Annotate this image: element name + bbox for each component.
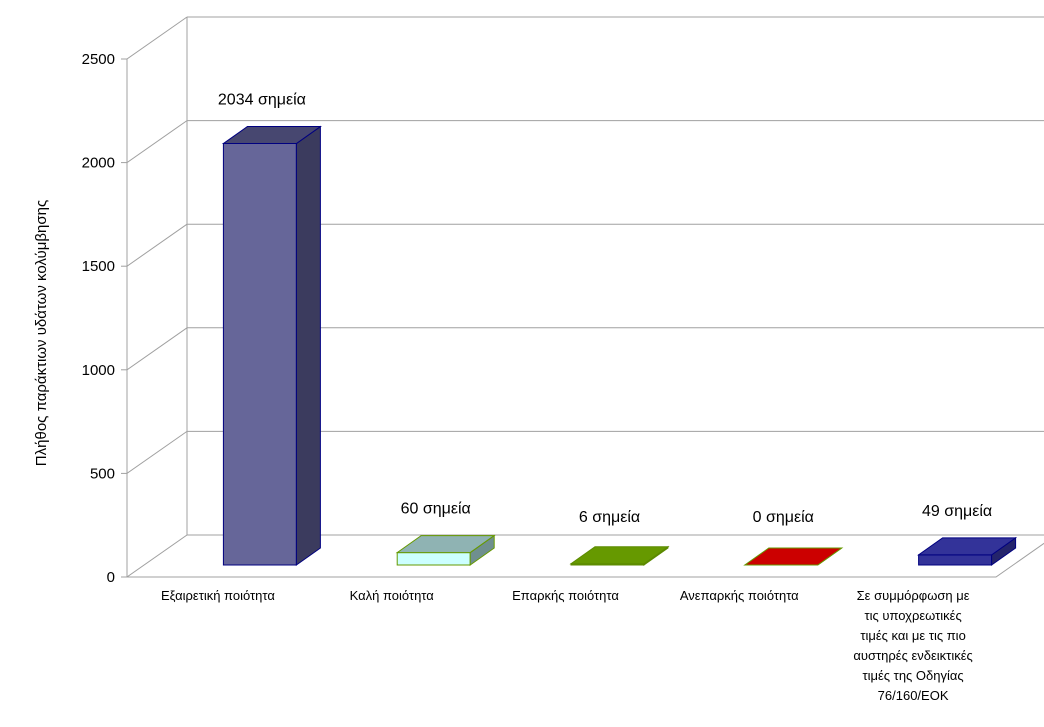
x-tick-label: 76/160/ΕΟΚ	[878, 688, 949, 703]
x-tick-label: Σε συμμόρφωση με	[857, 588, 970, 603]
bar-top	[569, 546, 670, 565]
bar-front	[396, 552, 471, 566]
bar	[743, 547, 844, 566]
x-tick-label: Εξαιρετική ποιότητα	[161, 588, 275, 603]
y-tick-label: 1000	[82, 362, 115, 379]
x-tick-label: τις υποχρεωτικές	[864, 608, 961, 623]
gridline-diagonal	[126, 16, 188, 60]
data-label: 60 σημεία	[401, 501, 471, 518]
gridline-diagonal	[126, 223, 188, 267]
bar	[221, 125, 322, 566]
y-tick-label: 2500	[82, 51, 115, 68]
data-label: 6 σημεία	[579, 509, 640, 526]
data-label: 2034 σημεία	[218, 92, 306, 109]
x-tick-label: τιμές της Οδηγίας	[863, 668, 964, 683]
bars	[221, 125, 1018, 566]
y-tick-label: 2000	[82, 155, 115, 172]
bar	[569, 545, 670, 566]
data-label: 0 σημεία	[753, 509, 814, 526]
floor	[125, 534, 1044, 578]
x-tick-label: Ανεπαρκής ποιότητα	[680, 588, 799, 603]
labels: 0 500 1000 1500 2000 2500 2034 σημεία Εξαιρετικ…	[82, 51, 993, 703]
y-tick-label: 1500	[82, 258, 115, 275]
y-tick-label: 500	[90, 465, 115, 482]
bar-top	[221, 126, 322, 145]
bar-top	[743, 547, 844, 566]
gridline-diagonal	[126, 430, 188, 474]
bar-top	[917, 537, 1018, 556]
bar	[917, 536, 1018, 566]
x-tick-label: Επαρκής ποιότητα	[512, 588, 619, 603]
gridline-diagonal	[126, 327, 188, 371]
bar-front	[918, 554, 993, 566]
x-tick-label: αυστηρές ενδεικτικές	[853, 648, 972, 663]
x-tick-label: τιμές και με τις πιο	[860, 628, 965, 643]
x-tick-label: Καλή ποιότητα	[350, 588, 435, 603]
data-label: 49 σημεία	[922, 503, 992, 520]
chart-walls	[125, 17, 1044, 578]
y-axis-title: Πλήθος παράκτιων υδάτων κολύμβησης	[33, 200, 50, 466]
bar-top	[395, 535, 496, 554]
bar-side	[295, 125, 321, 566]
bar-front	[222, 143, 297, 566]
gridline-diagonal	[126, 120, 188, 164]
gridlines	[121, 16, 1044, 578]
bar	[395, 534, 496, 566]
y-tick-label: 0	[107, 569, 115, 586]
